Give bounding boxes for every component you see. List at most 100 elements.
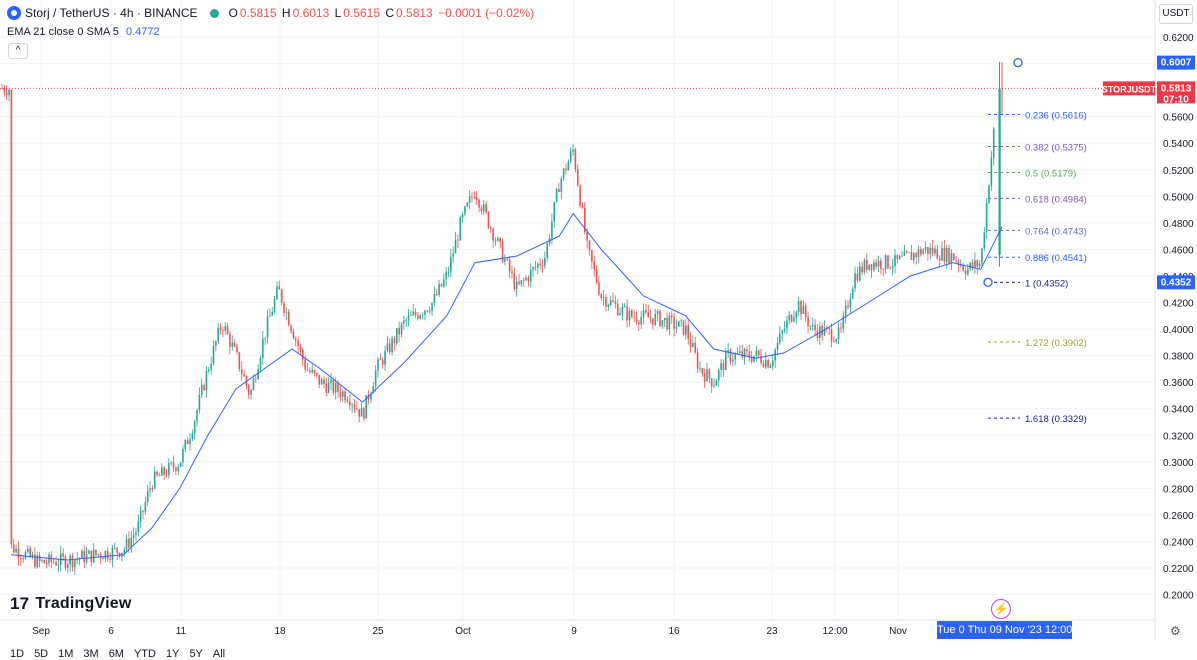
- candle-body: [840, 327, 842, 329]
- ema-line: [11, 212, 1003, 561]
- candle-body: [466, 202, 469, 207]
- candle-body: [513, 273, 516, 290]
- timeframe-3m[interactable]: 3M: [83, 648, 99, 660]
- candle-body: [454, 239, 457, 254]
- candle-body: [337, 382, 339, 392]
- tradingview-logo[interactable]: 17 TradingView: [10, 594, 132, 613]
- candle-body: [273, 299, 276, 312]
- candle-body: [753, 355, 755, 362]
- symbol-title[interactable]: Storj / TetherUS · 4h · BINANCE: [25, 6, 198, 20]
- candle-body: [20, 558, 22, 559]
- candle-body: [743, 349, 746, 358]
- candle-body: [191, 433, 194, 439]
- candle-body: [15, 548, 17, 553]
- y-tick-label: 0.3000: [1163, 458, 1194, 469]
- lightning-icon[interactable]: ⚡: [991, 599, 1011, 619]
- x-tick-label: 23: [766, 626, 778, 637]
- candle-body: [666, 318, 668, 330]
- candle-body: [842, 315, 845, 329]
- candle-body: [663, 318, 666, 321]
- candle-body: [734, 353, 736, 360]
- time-axis[interactable]: Sep 6 11 18 25 Oct 9 16 23 12:00 Nov: [0, 619, 1155, 637]
- candle-body: [276, 286, 278, 300]
- x-tick-label: 18: [274, 626, 286, 637]
- candle-body: [5, 92, 8, 96]
- candle-body: [452, 253, 454, 257]
- y-tick-label: 0.5600: [1163, 113, 1194, 124]
- candle-body: [807, 317, 809, 327]
- candle-body: [635, 317, 638, 323]
- candle-body: [497, 237, 499, 241]
- candle-body: [240, 369, 243, 375]
- candle-body: [849, 298, 852, 308]
- candle-body: [950, 253, 953, 264]
- currency-button[interactable]: USDT: [1159, 4, 1193, 24]
- candle-body: [887, 255, 889, 268]
- indicator-legend[interactable]: EMA 21 close 0 SMA 5 0.4772: [7, 26, 160, 38]
- candle-body: [793, 317, 795, 322]
- candle-body: [922, 250, 924, 255]
- candle-body: [525, 277, 527, 281]
- candle-body: [967, 268, 969, 275]
- candle-body: [316, 373, 318, 375]
- candle-body: [814, 324, 816, 331]
- timeframe-all[interactable]: All: [212, 648, 226, 660]
- fib-low-price-tag: 0.4352: [1157, 275, 1195, 290]
- candle-body: [459, 217, 462, 241]
- candle-body: [971, 262, 974, 268]
- candle-body: [492, 228, 494, 241]
- candle-body: [405, 320, 407, 322]
- candle-body: [598, 282, 600, 295]
- candle-body: [856, 273, 859, 281]
- fib-anchors[interactable]: [983, 57, 1023, 287]
- timeframe-1m[interactable]: 1M: [58, 648, 74, 660]
- candle-body: [351, 404, 353, 406]
- candle-body: [962, 265, 964, 271]
- candle-body: [99, 554, 102, 559]
- fib-top-anchor[interactable]: [1013, 57, 1023, 68]
- tv-mark-icon: 17: [10, 594, 30, 613]
- candle-body: [607, 304, 610, 307]
- candle-body: [116, 547, 118, 553]
- candle-body: [628, 310, 631, 321]
- candle-body: [555, 188, 558, 202]
- candle-body: [830, 329, 833, 342]
- fib-bottom-anchor[interactable]: [983, 277, 993, 287]
- price-axis[interactable]: 0.62000.60000.58000.56000.54000.52000.50…: [1102, 0, 1195, 640]
- candle-body: [175, 467, 177, 472]
- gear-icon[interactable]: ⚙: [1170, 624, 1181, 638]
- storj-logo-icon: [7, 6, 21, 20]
- candle-body: [473, 196, 476, 198]
- candle-body: [111, 547, 114, 560]
- candle-body: [285, 311, 288, 313]
- candle-body: [908, 252, 910, 254]
- x-tick-label: 11: [176, 626, 187, 637]
- candle-body: [485, 204, 487, 212]
- fib-level-label: 1 (0.4352): [1025, 278, 1068, 289]
- candle-body: [903, 251, 906, 256]
- timeframe-5d[interactable]: 5D: [34, 648, 49, 660]
- timeframe-6m[interactable]: 6M: [108, 648, 124, 660]
- candle-body: [649, 317, 652, 319]
- candle-body: [572, 149, 574, 152]
- timeframe-5y[interactable]: 5Y: [189, 648, 203, 660]
- candle-body: [280, 289, 283, 304]
- candle-body: [983, 232, 986, 249]
- candle-body: [875, 262, 877, 267]
- candle-body: [873, 262, 875, 271]
- timeframe-1d[interactable]: 1D: [10, 648, 25, 660]
- timeframe-1y[interactable]: 1Y: [165, 648, 180, 660]
- candle-body: [104, 550, 107, 560]
- candle-body: [290, 325, 292, 332]
- candle-body: [372, 386, 375, 394]
- collapse-legend-button[interactable]: ^: [8, 43, 28, 59]
- candle-body: [388, 343, 391, 353]
- candle-body: [499, 237, 501, 242]
- candle-body: [233, 342, 236, 347]
- candle-body: [365, 394, 368, 419]
- candle-body: [344, 391, 346, 401]
- candle-body: [981, 248, 983, 264]
- candle-body: [128, 538, 130, 548]
- timeframe-ytd[interactable]: YTD: [133, 648, 156, 660]
